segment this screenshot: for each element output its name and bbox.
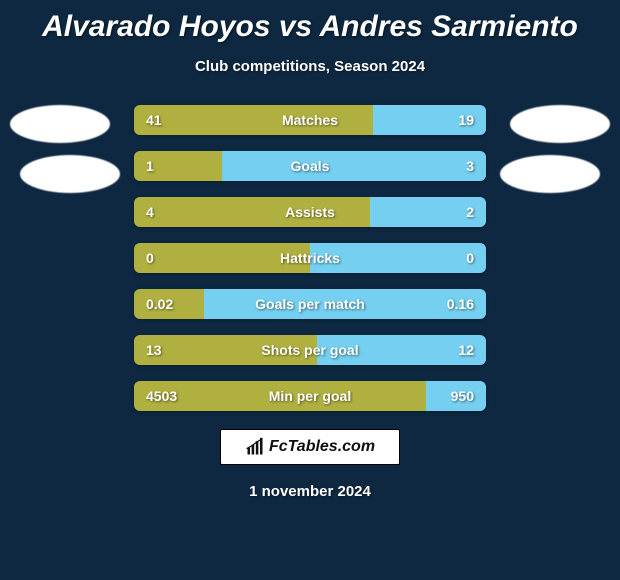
player-left-avatar-1 [10, 105, 110, 143]
stat-values: 13 12 [134, 335, 486, 365]
player-right-avatar-2 [500, 155, 600, 193]
stat-right-value: 2 [466, 204, 474, 220]
footer-date: 1 november 2024 [0, 483, 620, 500]
stat-values: 0.02 0.16 [134, 289, 486, 319]
stat-row: 00Hattricks [134, 243, 486, 273]
brand-text: FcTables.com [269, 438, 375, 456]
stat-left-value: 13 [146, 342, 162, 358]
stat-row: 0.020.16Goals per match [134, 289, 486, 319]
stat-left-value: 4 [146, 204, 154, 220]
stat-row: 13Goals [134, 151, 486, 181]
brand-badge: FcTables.com [220, 429, 400, 465]
stat-left-value: 41 [146, 112, 162, 128]
stat-values: 41 19 [134, 105, 486, 135]
stat-left-value: 4503 [146, 388, 177, 404]
stat-right-value: 3 [466, 158, 474, 174]
page-title: Alvarado Hoyos vs Andres Sarmiento [0, 0, 620, 44]
stat-row: 42Assists [134, 197, 486, 227]
stat-right-value: 0.16 [447, 296, 474, 312]
stat-row: 4503950Min per goal [134, 381, 486, 411]
stat-row: 4119Matches [134, 105, 486, 135]
stat-values: 4503 950 [134, 381, 486, 411]
stat-values: 13 [134, 151, 486, 181]
stat-left-value: 0 [146, 250, 154, 266]
stat-right-value: 12 [458, 342, 474, 358]
stat-values: 42 [134, 197, 486, 227]
player-left-avatar-2 [20, 155, 120, 193]
stat-left-value: 1 [146, 158, 154, 174]
comparison-content: 4119Matches13Goals42Assists00Hattricks0.… [0, 105, 620, 500]
stat-values: 00 [134, 243, 486, 273]
chart-bars-icon [245, 437, 265, 457]
stat-right-value: 19 [458, 112, 474, 128]
stat-right-value: 950 [451, 388, 474, 404]
player-right-avatar-1 [510, 105, 610, 143]
stat-rows: 4119Matches13Goals42Assists00Hattricks0.… [134, 105, 486, 411]
stat-row: 1312Shots per goal [134, 335, 486, 365]
stat-left-value: 0.02 [146, 296, 173, 312]
stat-right-value: 0 [466, 250, 474, 266]
subtitle: Club competitions, Season 2024 [0, 58, 620, 75]
